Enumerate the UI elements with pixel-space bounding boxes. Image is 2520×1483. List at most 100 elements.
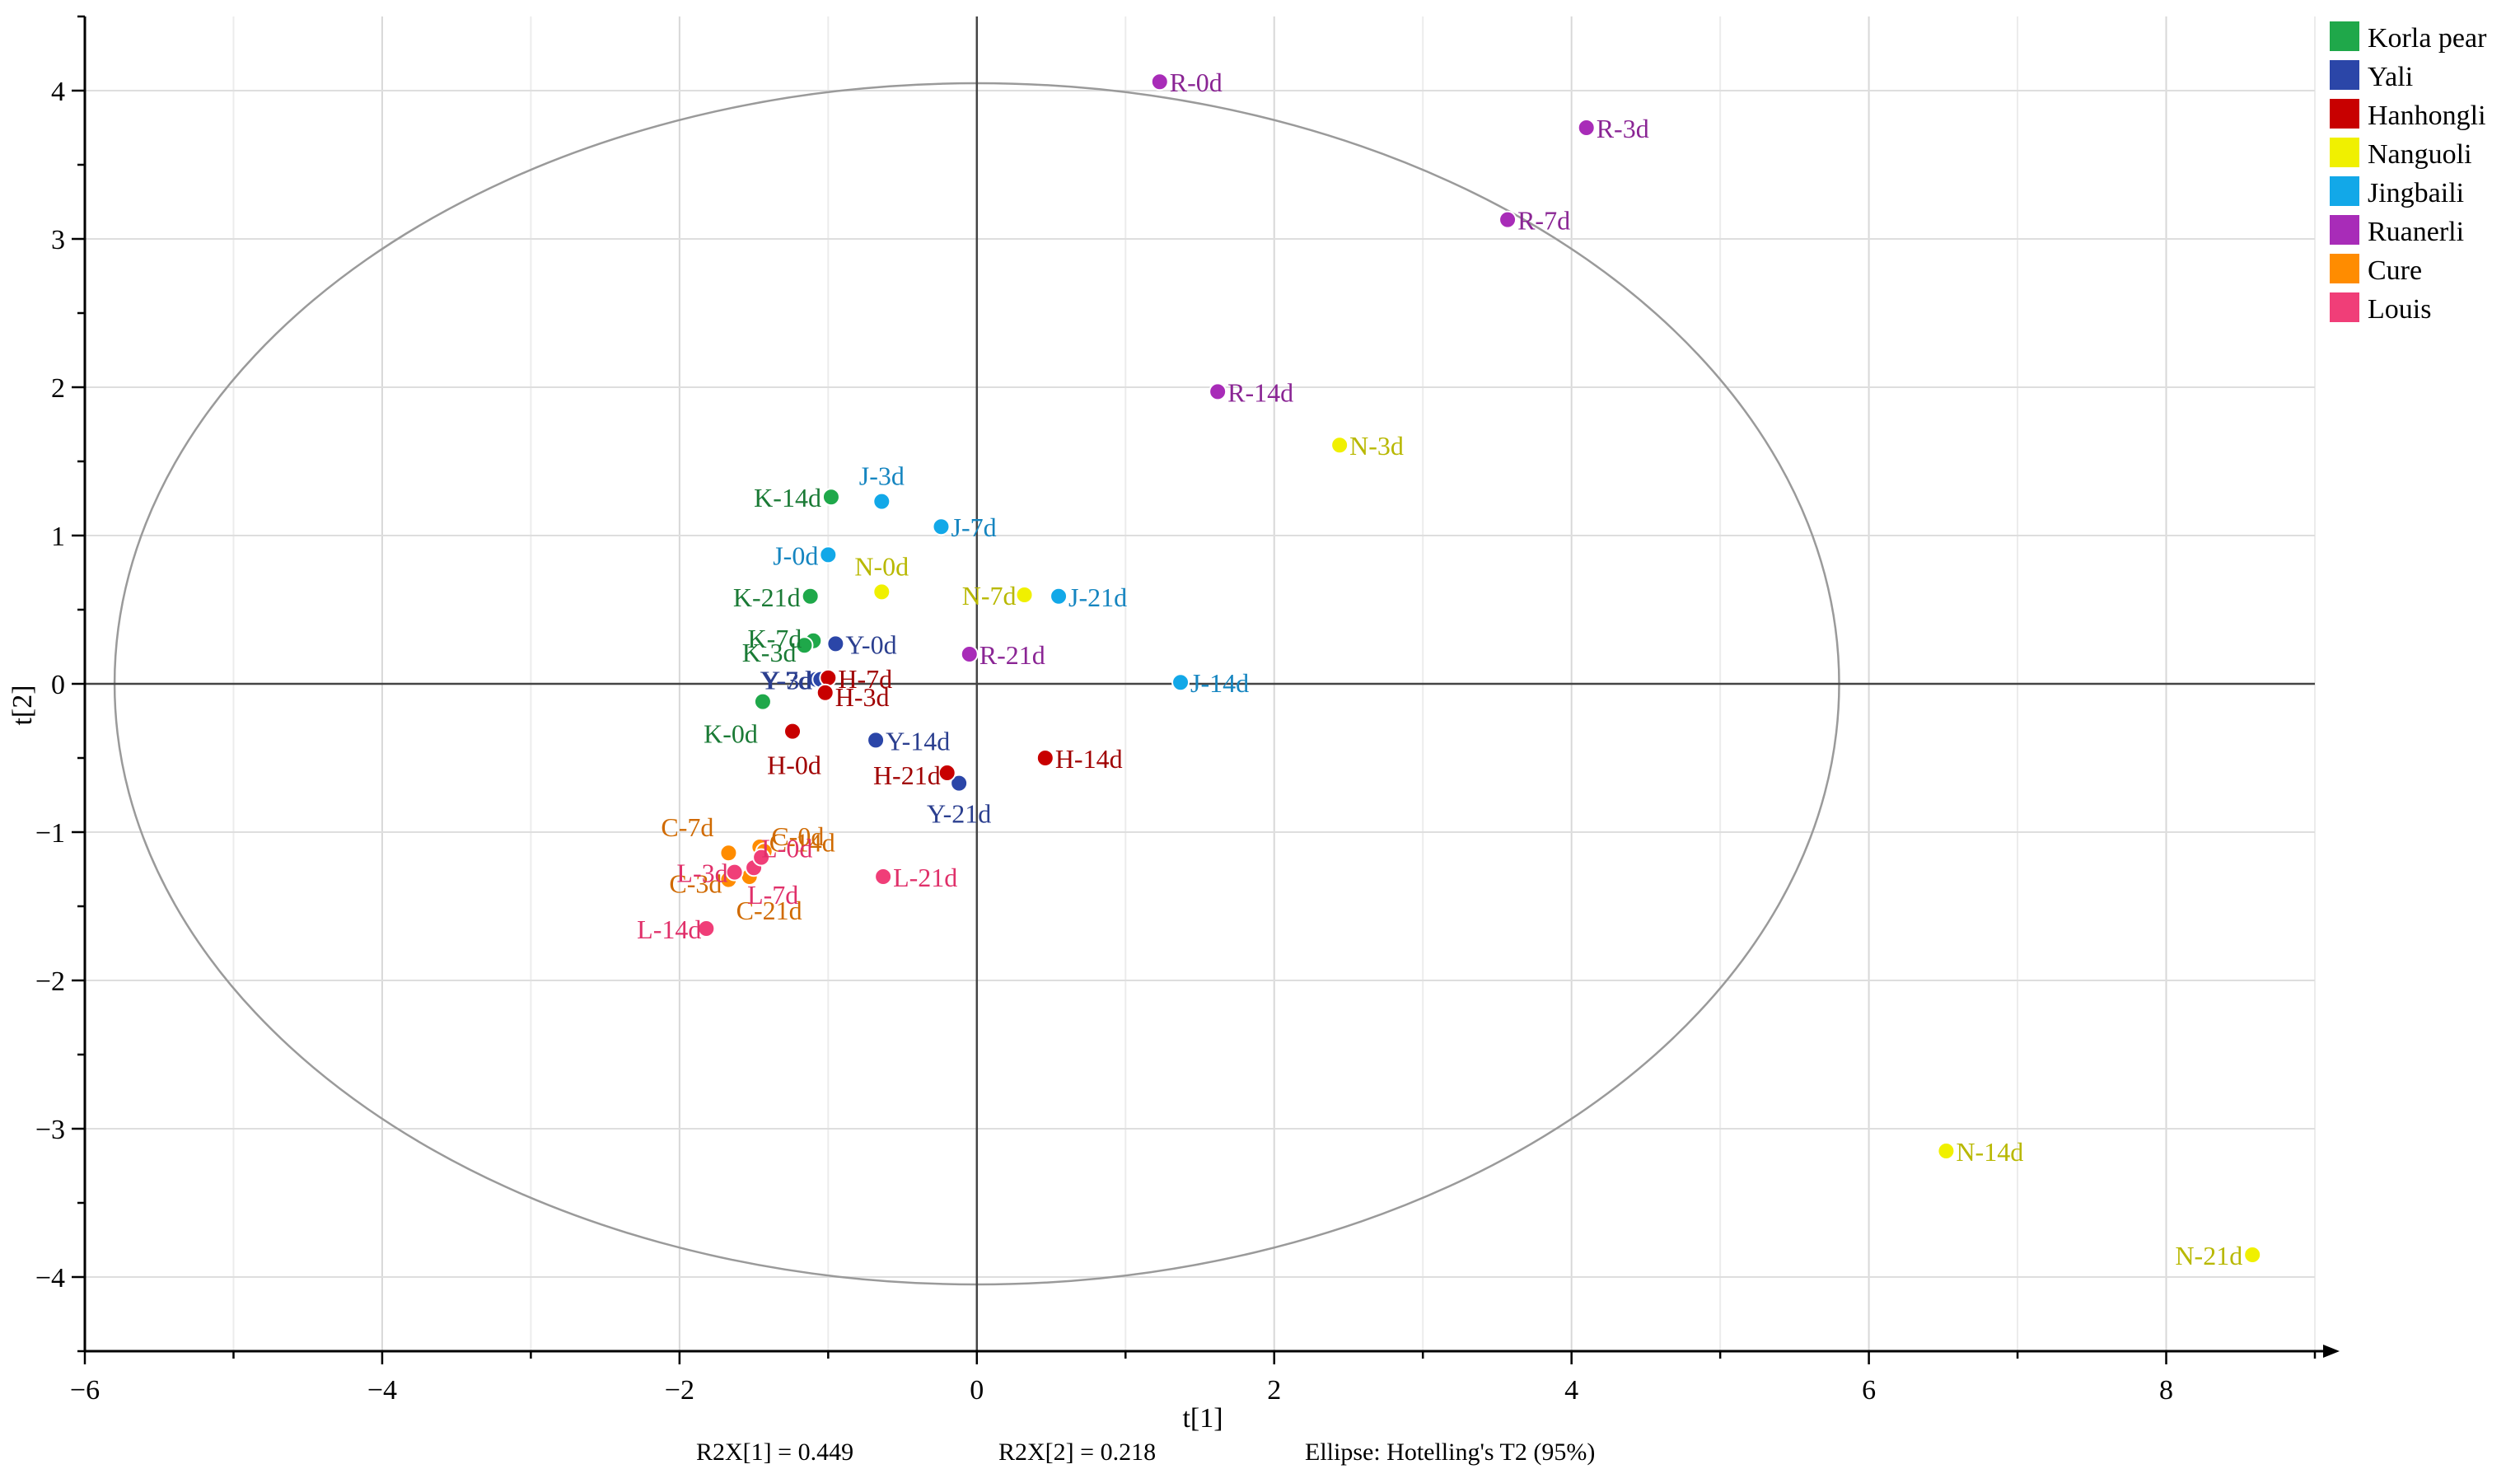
y-tick-label: −2 xyxy=(35,966,65,997)
point-label: C-21d xyxy=(736,896,802,925)
point-label: N-14d xyxy=(1956,1137,2023,1167)
legend-swatch xyxy=(2330,60,2359,90)
data-point xyxy=(821,488,840,507)
point-label: L-3d xyxy=(676,858,727,888)
data-point xyxy=(819,545,838,564)
data-point xyxy=(950,774,969,793)
x-tick-label: 8 xyxy=(2159,1375,2173,1406)
point-labels: K-14d K-21d K-7dK-3d K-0d Y-0d Y-7dY-3d Y-14d Y… xyxy=(637,68,2242,1270)
data-point xyxy=(1036,749,1054,767)
y-tick-label: 3 xyxy=(51,225,65,255)
axes xyxy=(72,15,2340,1364)
point-label: R-7d xyxy=(1517,206,1570,236)
y-tick-label: −3 xyxy=(35,1115,65,1145)
tick-labels: −6 −4 −2 0 2 4 6 8 −4 −3 −2 −1 0 1 2 3 4 xyxy=(35,77,2173,1406)
data-point xyxy=(697,919,716,938)
data-point xyxy=(874,868,893,886)
legend-swatch xyxy=(2330,215,2359,245)
legend: Korla pear Yali Hanhongli Nanguoli Jingbaili… xyxy=(2330,21,2487,325)
point-label: K-21d xyxy=(733,582,801,612)
y-tick-label: 4 xyxy=(51,77,65,107)
point-label: C-0d xyxy=(771,821,824,851)
point-label: L-14d xyxy=(637,915,701,944)
point-label: N-0d xyxy=(854,551,909,581)
point-label: N-21d xyxy=(2175,1241,2242,1270)
point-label: Y-21d xyxy=(927,799,991,829)
legend-entry: Jingbaili xyxy=(2368,178,2464,208)
point-label: H-14d xyxy=(1055,744,1123,774)
data-point xyxy=(1150,73,1169,91)
data-point xyxy=(795,636,814,655)
point-label: J-21d xyxy=(1068,582,1127,612)
point-label: Y-7d xyxy=(760,666,811,695)
point-label: K-7d xyxy=(748,624,802,653)
point-label: C-7d xyxy=(661,812,713,842)
point-label: L-7d xyxy=(747,880,798,910)
point-label: R-0d xyxy=(1170,68,1223,97)
point-label: R-3d xyxy=(1597,114,1649,143)
point-label: H-21d xyxy=(873,760,941,790)
legend-entry: Cure xyxy=(2368,255,2422,286)
data-points xyxy=(697,73,2262,1264)
legend-swatch xyxy=(2330,254,2359,283)
data-point xyxy=(826,634,845,653)
x-tick-label: −6 xyxy=(70,1375,100,1406)
data-point xyxy=(937,764,956,782)
point-label: H-7d xyxy=(838,664,892,694)
data-point xyxy=(872,582,891,601)
legend-entry: Hanhongli xyxy=(2368,101,2486,131)
x-tick-label: 4 xyxy=(1564,1375,1578,1406)
x-tick-label: −2 xyxy=(665,1375,694,1406)
legend-swatch xyxy=(2330,292,2359,322)
data-point xyxy=(1937,1142,1956,1160)
data-point xyxy=(783,722,802,741)
y-tick-label: −1 xyxy=(35,818,65,849)
x-tick-label: 6 xyxy=(1862,1375,1876,1406)
point-label: K-0d xyxy=(704,719,758,749)
point-label: Y-0d xyxy=(845,629,896,659)
data-point xyxy=(819,668,838,687)
point-label: H-0d xyxy=(767,751,821,780)
data-point xyxy=(1209,382,1227,401)
legend-entry: Yali xyxy=(2368,62,2413,92)
point-label: R-14d xyxy=(1227,377,1293,407)
point-label: J-0d xyxy=(773,540,818,570)
data-point xyxy=(753,692,772,711)
data-point xyxy=(1171,673,1190,692)
x-tick-label: 0 xyxy=(970,1375,984,1406)
point-label: Y-14d xyxy=(886,726,950,756)
footer-r2x2: R2X[2] = 0.218 xyxy=(998,1439,1156,1466)
data-point xyxy=(867,731,886,750)
data-point xyxy=(872,492,891,511)
legend-entry: Korla pear xyxy=(2368,23,2487,54)
point-label: L-21d xyxy=(893,863,957,892)
point-label: C-3d xyxy=(669,869,722,899)
data-point xyxy=(1330,436,1349,455)
point-label: H-3d xyxy=(835,682,890,712)
y-tick-label: −4 xyxy=(35,1263,65,1294)
y-tick-label: 2 xyxy=(51,373,65,404)
data-point xyxy=(752,848,771,867)
point-label: J-3d xyxy=(859,461,905,491)
data-point xyxy=(1015,586,1034,604)
footer-r2x1: R2X[1] = 0.449 xyxy=(696,1439,853,1466)
point-label: R-21d xyxy=(979,640,1045,670)
legend-entry: Ruanerli xyxy=(2368,217,2464,247)
legend-entry: Louis xyxy=(2368,294,2431,325)
data-point xyxy=(816,683,835,702)
point-label: N-7d xyxy=(962,581,1017,611)
point-label: K-3d xyxy=(742,638,797,667)
legend-swatch xyxy=(2330,99,2359,129)
point-label: N-3d xyxy=(1349,431,1404,461)
point-label: J-14d xyxy=(1190,668,1249,698)
x-tick-label: −4 xyxy=(367,1375,397,1406)
legend-swatch xyxy=(2330,138,2359,167)
point-label: K-14d xyxy=(754,483,821,512)
data-point xyxy=(719,844,738,863)
x-axis-arrow xyxy=(2323,1345,2340,1358)
data-point xyxy=(1050,587,1068,606)
point-label: C-14d xyxy=(769,827,835,857)
data-point xyxy=(801,587,820,606)
legend-swatch xyxy=(2330,21,2359,51)
data-point xyxy=(725,863,744,882)
